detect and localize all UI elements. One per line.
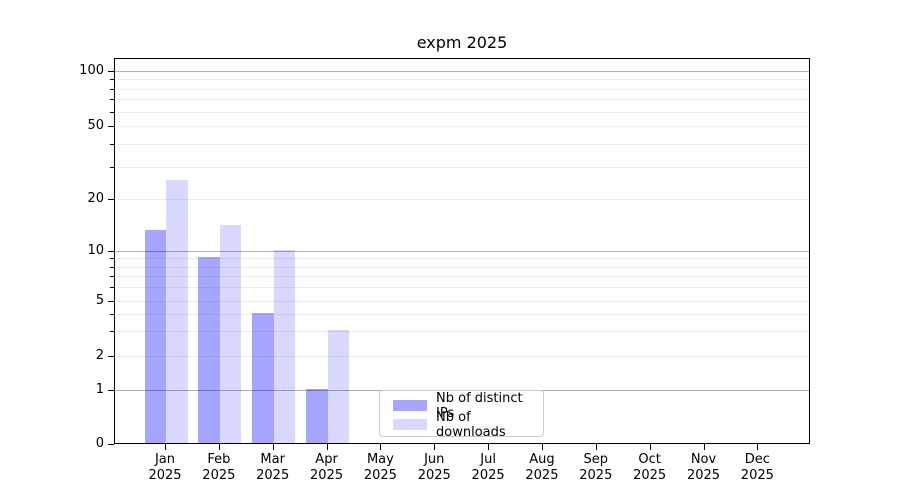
y-gridline-minor-70 (115, 99, 809, 101)
plot-area (114, 58, 810, 444)
x-tick-mar (272, 444, 274, 450)
y-gridline-minor-50 (115, 126, 809, 127)
y-minor-tick-9 (110, 258, 114, 260)
y-tick-label-50: 50 (87, 118, 104, 133)
y-tick-label-0: 0 (95, 436, 104, 451)
y-gridline-major-10 (115, 250, 809, 252)
y-gridline-minor-2 (115, 356, 809, 357)
x-tick-oct (649, 444, 651, 450)
bar-nb-of-downloads-jan (166, 180, 188, 443)
y-minor-tick-8 (110, 266, 114, 268)
y-tick-20 (108, 199, 114, 200)
y-minor-tick-80 (110, 88, 114, 90)
y-tick-label-100: 100 (79, 63, 104, 78)
legend-item-distinct-ips: Nb of distinct IPs (380, 391, 543, 421)
x-tick-jul (488, 444, 490, 450)
bar-nb-of-downloads-mar (273, 249, 296, 443)
x-tick-label-jan: Jan 2025 (148, 452, 182, 483)
legend-label-distinct-ips: Nb of distinct IPs (436, 390, 523, 421)
x-tick-label-aug: Aug 2025 (525, 452, 559, 483)
legend-swatch-distinct-ips (393, 400, 427, 411)
legend: Nb of distinct IPs Nb of downloads (379, 390, 544, 440)
y-gridline-minor-3 (115, 331, 809, 333)
x-tick-apr (326, 444, 328, 450)
y-minor-tick-60 (110, 111, 114, 113)
y-gridline-minor-80 (115, 88, 809, 90)
x-tick-jun (434, 444, 436, 450)
y-minor-tick-70 (110, 99, 114, 101)
y-tick-5 (108, 300, 114, 302)
x-tick-label-mar: Mar 2025 (256, 452, 290, 483)
y-tick-label-20: 20 (87, 191, 104, 206)
y-tick-100 (108, 71, 114, 72)
y-minor-tick-7 (110, 276, 114, 278)
y-tick-2 (108, 356, 114, 357)
y-minor-tick-90 (110, 79, 114, 81)
bar-nb-of-distinct-ips-mar (252, 313, 274, 443)
x-tick-may (380, 444, 382, 450)
y-gridline-minor-90 (115, 79, 809, 81)
x-tick-label-sep: Sep 2025 (579, 452, 613, 483)
y-tick-label-1: 1 (95, 381, 104, 397)
y-gridline-major-100 (115, 71, 809, 72)
y-minor-tick-3 (110, 331, 114, 333)
legend-label-downloads: Nb of downloads (436, 409, 506, 440)
y-tick-label-10: 10 (87, 242, 104, 258)
bar-nb-of-downloads-apr (327, 330, 350, 443)
y-gridline-minor-4 (115, 314, 809, 316)
x-tick-label-dec: Dec 2025 (740, 452, 774, 483)
y-gridline-minor-60 (115, 111, 809, 113)
x-tick-label-oct: Oct 2025 (633, 452, 667, 483)
y-minor-tick-4 (110, 314, 114, 316)
y-gridline-minor-5 (115, 300, 809, 302)
y-tick-50 (108, 126, 114, 127)
y-minor-tick-30 (110, 166, 114, 168)
x-tick-aug (541, 444, 543, 450)
bar-nb-of-distinct-ips-apr (306, 388, 328, 443)
x-tick-label-apr: Apr 2025 (310, 452, 344, 483)
y-gridline-minor-8 (115, 266, 809, 268)
y-gridline-minor-30 (115, 166, 809, 168)
bar-nb-of-downloads-feb (219, 224, 242, 443)
y-tick-label-2: 2 (95, 348, 104, 363)
y-gridline-minor-20 (115, 199, 809, 200)
x-tick-label-jun: Jun 2025 (417, 452, 451, 483)
x-tick-dec (757, 444, 759, 450)
legend-swatch-downloads (393, 419, 427, 430)
x-tick-jan (165, 444, 166, 450)
y-minor-tick-40 (110, 143, 114, 145)
y-gridline-minor-6 (115, 287, 809, 289)
chart-title: expm 2025 (416, 33, 508, 52)
x-tick-nov (703, 444, 705, 450)
y-tick-10 (108, 250, 114, 252)
x-tick-sep (595, 444, 597, 450)
y-gridline-minor-7 (115, 276, 809, 278)
x-tick-label-may: May 2025 (363, 452, 397, 483)
x-tick-label-nov: Nov 2025 (686, 452, 721, 483)
y-tick-1 (108, 389, 114, 391)
x-tick-feb (218, 444, 220, 450)
x-tick-label-feb: Feb 2025 (202, 452, 236, 483)
y-gridline-minor-9 (115, 258, 809, 260)
legend-item-downloads: Nb of downloads (380, 410, 543, 440)
y-tick-label-5: 5 (95, 292, 104, 308)
y-minor-tick-6 (110, 287, 114, 289)
y-gridline-minor-40 (115, 143, 809, 145)
x-tick-label-jul: Jul 2025 (471, 452, 505, 483)
y-tick-0 (108, 444, 114, 445)
bar-nb-of-distinct-ips-feb (198, 257, 220, 443)
bar-nb-of-distinct-ips-jan (144, 230, 166, 443)
